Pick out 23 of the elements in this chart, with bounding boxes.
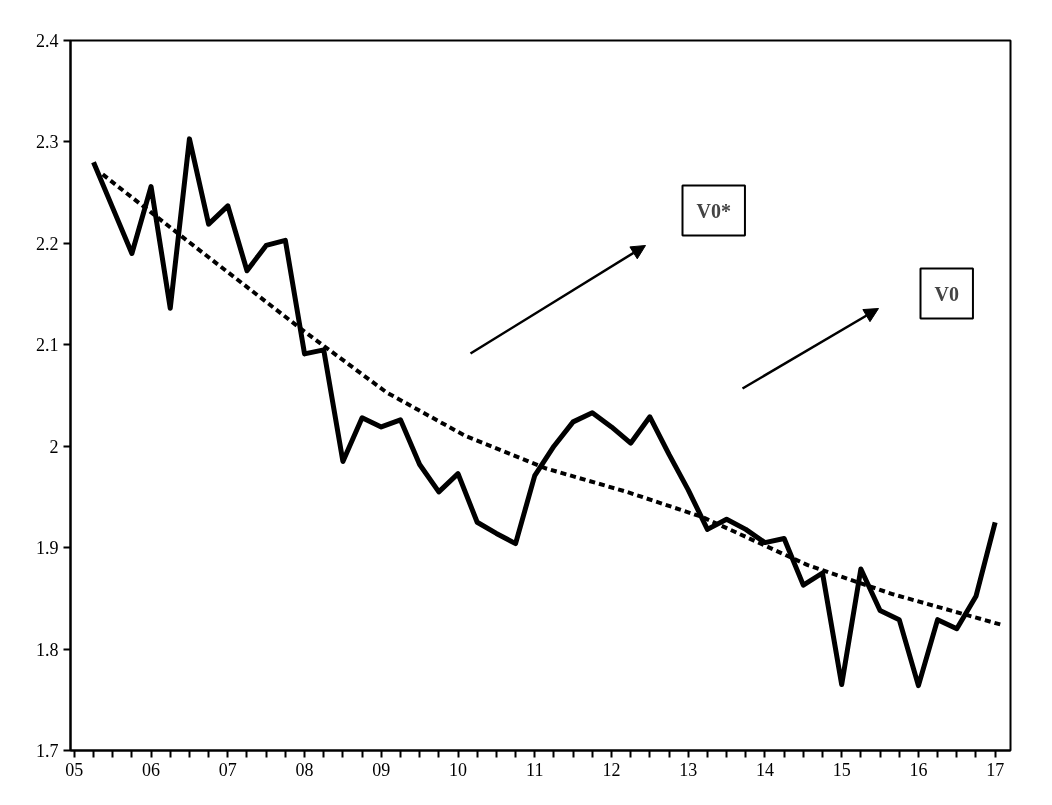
x-tick-label: 13 [679, 759, 698, 780]
x-tick-label: 16 [909, 759, 928, 780]
y-tick-label: 2.4 [36, 31, 59, 51]
x-tick-label: 14 [755, 759, 774, 780]
y-tick-label: 2.3 [36, 132, 59, 153]
x-tick-label: 05 [65, 759, 84, 780]
x-tick-label: 06 [142, 759, 161, 780]
y-tick-label: 2 [49, 436, 59, 457]
x-tick-label: 11 [526, 759, 544, 780]
x-tick-label: 10 [449, 759, 468, 780]
y-tick-label: 1.9 [36, 538, 59, 559]
x-tick-label: 09 [372, 759, 391, 780]
y-tick-label: 2.1 [36, 335, 59, 356]
x-tick-label: 08 [295, 759, 314, 780]
x-tick-label: 07 [218, 759, 237, 780]
x-tick-label: 15 [832, 759, 851, 780]
annotation: V0 [934, 282, 959, 305]
x-tick-label: 17 [986, 759, 1005, 780]
y-tick-label: 1.8 [36, 639, 59, 660]
annotation: V0* [696, 199, 731, 222]
y-tick-label: 1.7 [36, 741, 59, 761]
x-tick-label: 12 [602, 759, 621, 780]
y-tick-label: 2.2 [36, 233, 59, 254]
